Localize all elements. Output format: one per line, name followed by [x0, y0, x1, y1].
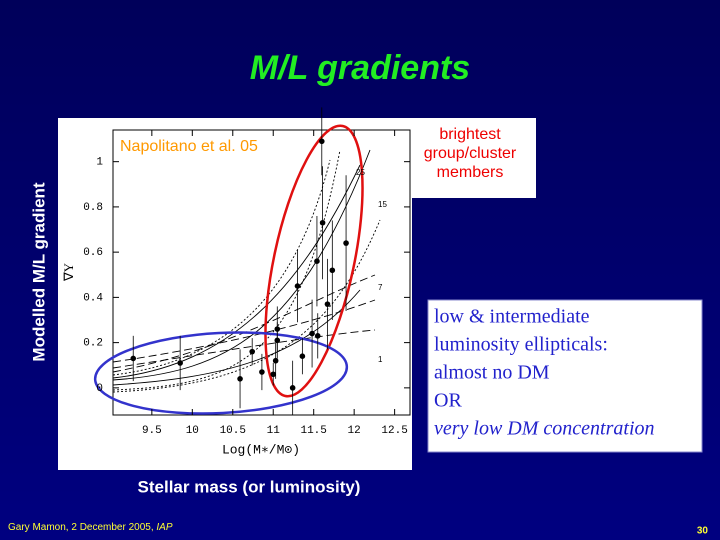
data-point — [299, 353, 306, 359]
source-label: Napolitano et al. 05 — [120, 138, 258, 155]
bright-callout-line: members — [437, 164, 504, 181]
data-point — [318, 138, 325, 145]
model-curve — [112, 329, 376, 369]
y-tick-label: 0 — [96, 383, 103, 395]
data-point — [329, 267, 336, 274]
data-point — [289, 385, 296, 391]
x-tick-label: 9.5 — [142, 425, 162, 437]
low-ellipse — [93, 331, 349, 415]
footer: Gary Mamon, 2 December 2005, IAP — [8, 522, 173, 533]
y-tick-label: 0.2 — [83, 338, 103, 350]
data-point — [237, 376, 243, 382]
low-callout-line: low & intermediate — [434, 306, 590, 328]
x-tick-label: 11.5 — [300, 425, 326, 437]
low-callout-line: OR — [434, 390, 462, 412]
bright-callout-line: brightest — [439, 126, 501, 143]
model-curve — [112, 219, 381, 393]
curve-label: 15 — [378, 200, 387, 209]
bright-callout-box — [412, 118, 536, 198]
y-axis-title: Modelled M/L gradient — [29, 182, 48, 361]
footer-text: Gary Mamon, 2 December 2005, — [8, 522, 154, 533]
data-point — [314, 258, 320, 264]
y-tick-label: 0.4 — [83, 292, 103, 304]
low-callout-line: almost no DM — [434, 362, 550, 384]
model-curve — [112, 299, 376, 363]
data-point — [309, 330, 315, 337]
low-callout-italic: very low DM concentration — [434, 418, 655, 440]
data-point — [272, 357, 279, 364]
data-point — [319, 219, 326, 226]
page-number: 30 — [697, 526, 709, 537]
model-curve — [112, 149, 371, 381]
model-curve — [112, 159, 331, 376]
inner-x-label: Log(M∗/M⊙) — [222, 442, 300, 457]
data-point — [177, 360, 183, 366]
model-curve — [112, 164, 361, 379]
x-tick-label: 12 — [348, 425, 361, 437]
y-tick-label: 0.6 — [83, 247, 103, 259]
data-point — [130, 355, 137, 362]
model-curve — [112, 289, 361, 386]
x-tick-label: 11 — [267, 425, 281, 437]
x-tick-label: 12.5 — [381, 425, 407, 437]
data-point — [274, 337, 281, 344]
curve-label: 25 — [356, 168, 365, 177]
data-point — [270, 371, 277, 378]
data-point — [314, 333, 321, 339]
data-point — [324, 301, 331, 307]
low-callout-box — [427, 299, 703, 453]
curve-label: 7 — [378, 283, 383, 292]
footer-venue: IAP — [156, 522, 172, 533]
data-point — [259, 369, 265, 375]
data-point — [294, 283, 301, 289]
x-tick-label: 10.5 — [220, 425, 246, 437]
y-tick-label: 0.8 — [83, 202, 103, 214]
bright-callout-line: group/cluster — [424, 145, 517, 162]
inner-y-label: ∇Υ — [61, 262, 76, 282]
y-tick-label: 1 — [96, 157, 103, 169]
bright-ellipse — [264, 124, 364, 398]
curve-label: 1 — [378, 355, 383, 364]
x-tick-label: 10 — [186, 425, 199, 437]
plot-frame — [112, 129, 411, 416]
x-axis-title: Stellar mass (or luminosity) — [138, 477, 361, 496]
low-callout-line: luminosity ellipticals: — [434, 334, 608, 356]
data-point — [249, 348, 255, 355]
slide-title: M/L gradients — [250, 49, 470, 87]
data-point — [343, 240, 349, 246]
